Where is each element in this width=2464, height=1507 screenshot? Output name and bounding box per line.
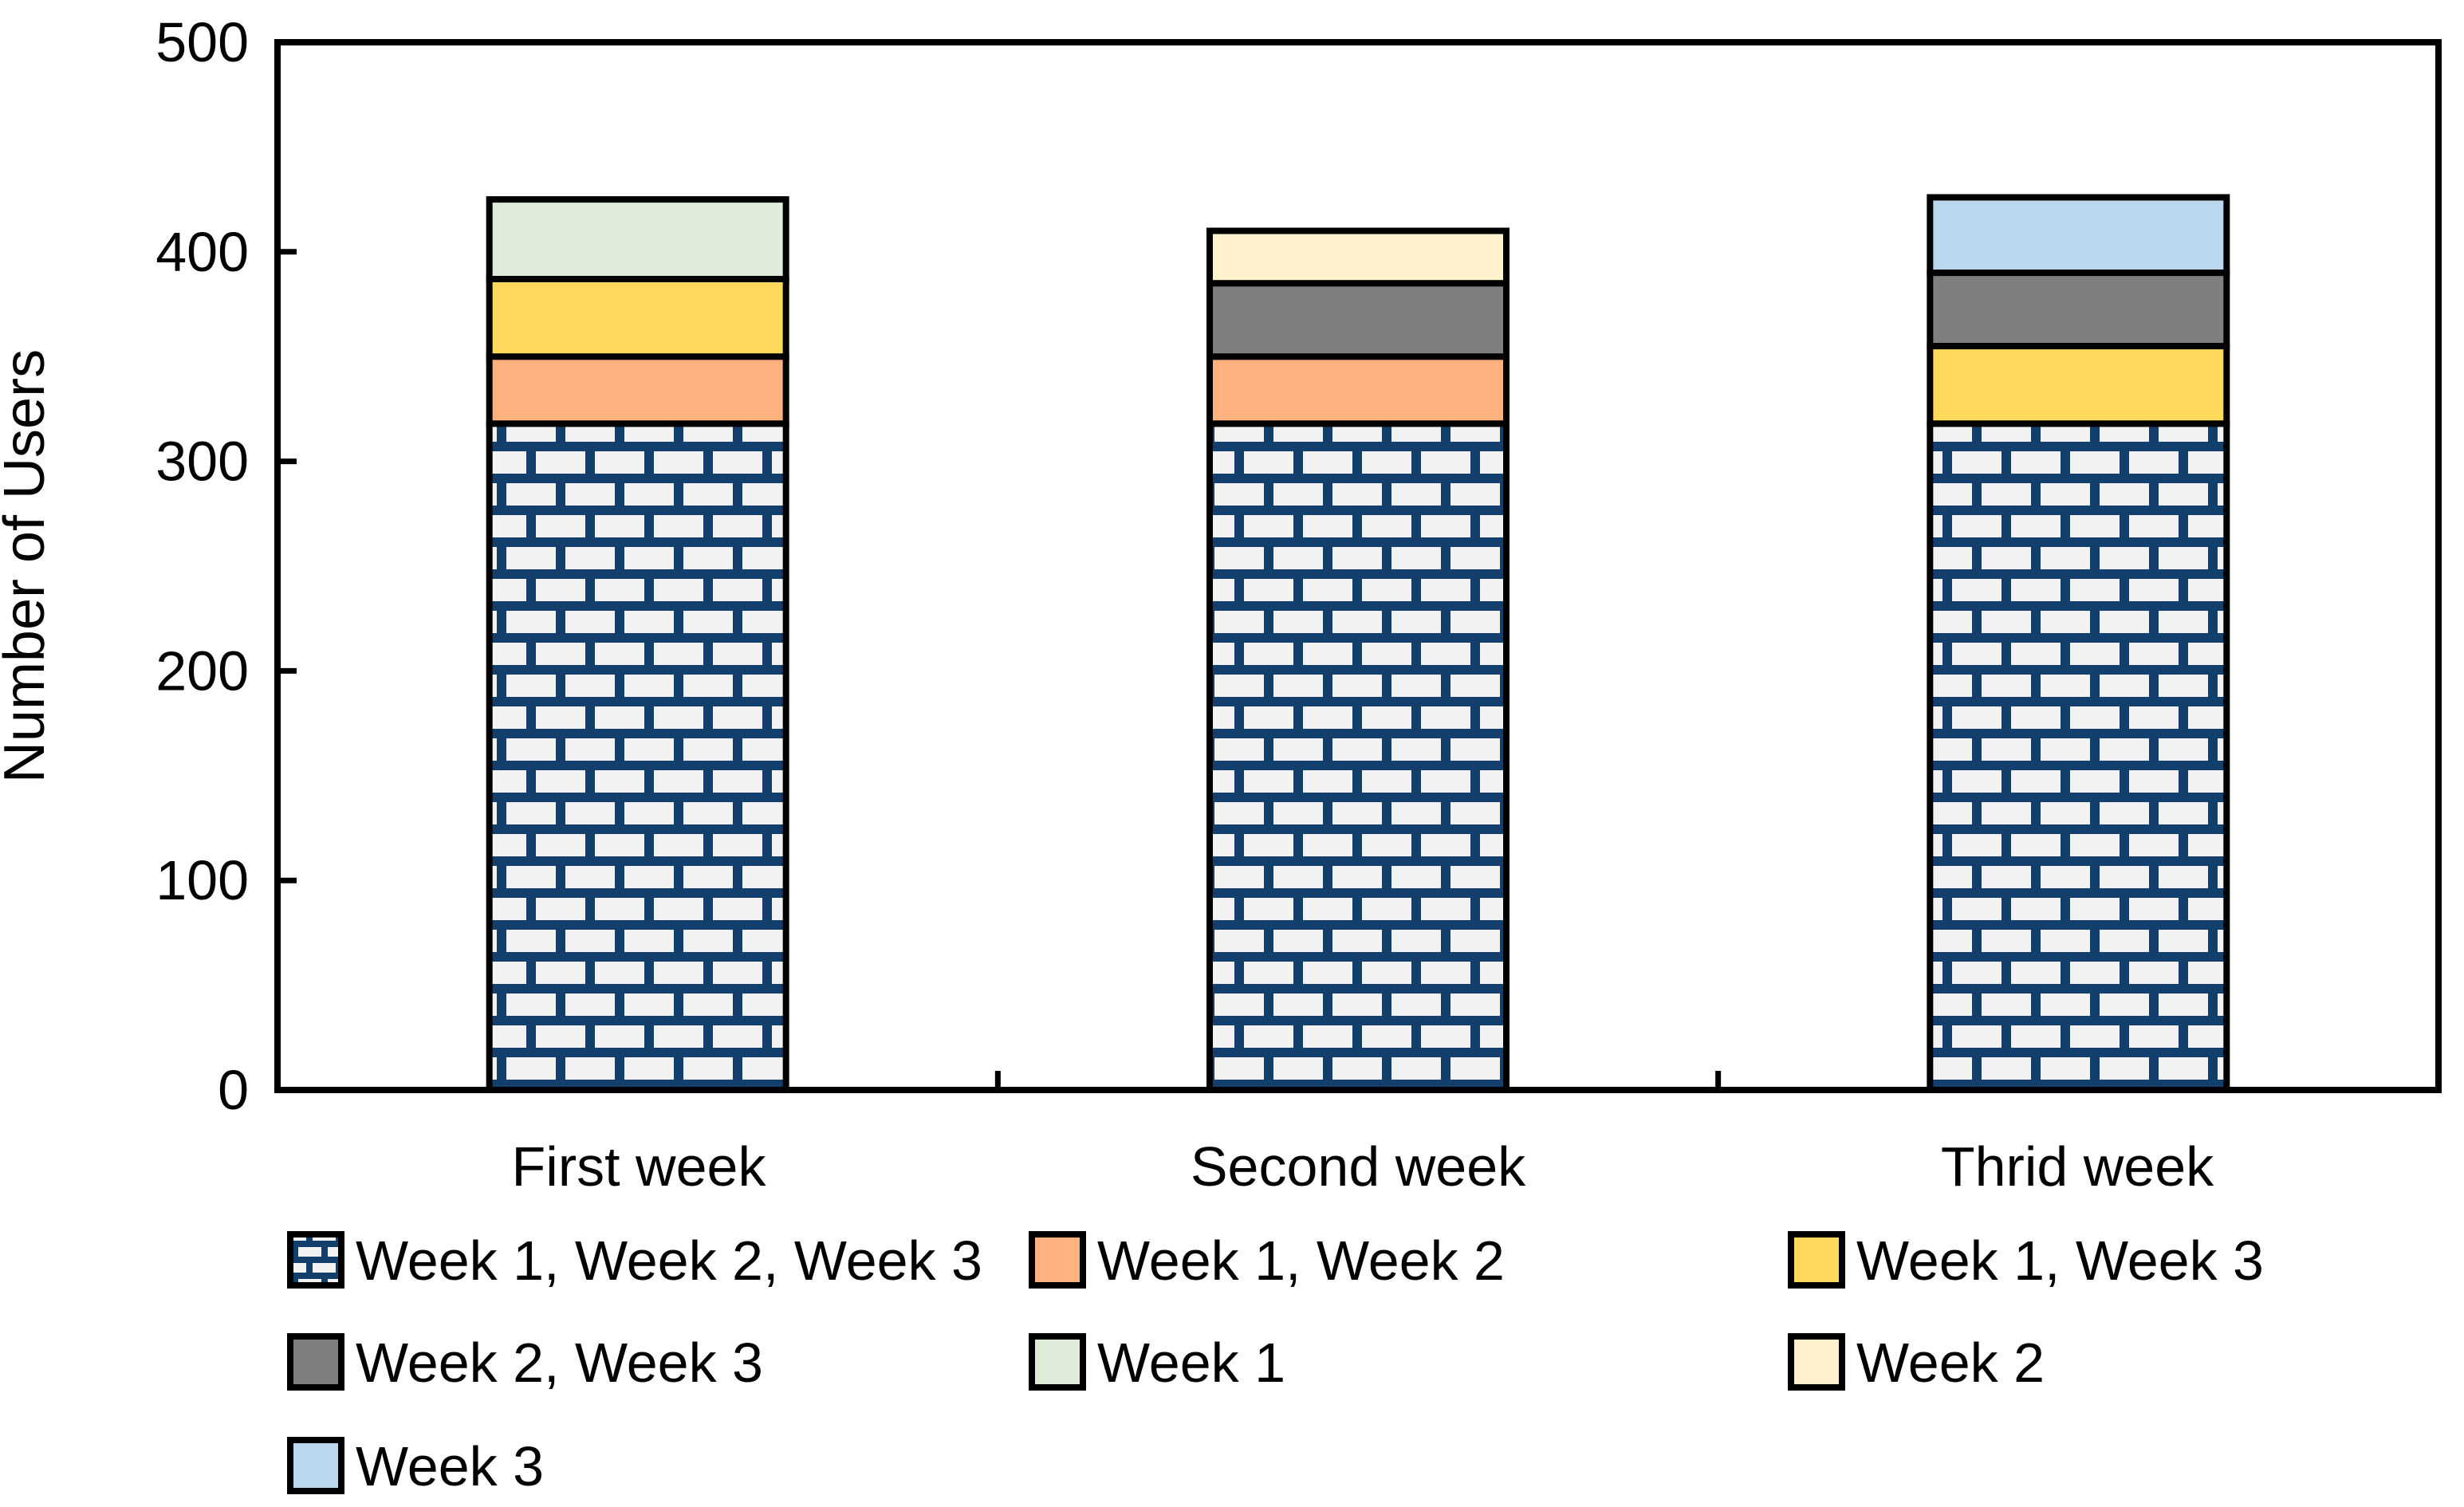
legend-label-week-1-week-2: Week 1, Week 2	[1097, 1230, 1505, 1292]
legend-item-week-1-week-3: Week 1, Week 3	[1788, 1230, 2264, 1292]
legend-swatch-week-2-week-3	[287, 1333, 344, 1391]
plot-area: 0 100 200 300 400 500 Week 1, Week 2, Week 3 We…	[155, 11, 2264, 1497]
plot-border	[274, 39, 2442, 1093]
legend-swatch-week-3	[287, 1437, 344, 1494]
legend-swatch-week-1	[1029, 1333, 1086, 1391]
bar-segment-thrid-week--week-2-week-3	[1927, 270, 2230, 350]
legend-label-week-2-week-3: Week 2, Week 3	[356, 1332, 763, 1394]
bar-segment-second-week--week-2	[1206, 227, 1509, 287]
bar-segment-thrid-week--week-1-week-2-week-3	[1927, 420, 2230, 1093]
x-category-label-second-week: Second week	[1191, 1135, 1526, 1198]
legend-item-week-1-week-2-week-3: Week 1, Week 2, Week 3	[287, 1230, 982, 1292]
x-category-label-first-week: First week	[512, 1135, 767, 1198]
legend-swatch-week-2	[1788, 1333, 1845, 1391]
legend-label-week-3: Week 3	[356, 1435, 544, 1497]
legend-swatch-week-1-week-3	[1788, 1231, 1845, 1289]
bar-segment-thrid-week--week-1-week-3	[1927, 343, 2230, 427]
y-tick-label-200: 200	[155, 639, 249, 702]
bar-segment-first-week--week-1-week-3	[486, 275, 789, 360]
y-tick-label-300: 300	[155, 431, 249, 493]
legend-item-week-1: Week 1	[1029, 1332, 1285, 1394]
y-tick-label-500: 500	[155, 11, 249, 73]
y-tick-label-400: 400	[155, 221, 249, 283]
bar-segment-second-week--week-1-week-2-week-3	[1206, 420, 1509, 1093]
legend-swatch-week-1-week-2-week-3	[287, 1231, 344, 1289]
bar-segment-second-week--week-1-week-2	[1206, 353, 1509, 427]
legend-swatch-week-1-week-2	[1029, 1231, 1086, 1289]
legend-item-week-2: Week 2	[1788, 1332, 2045, 1394]
legend-item-week-2-week-3: Week 2, Week 3	[287, 1332, 763, 1394]
y-axis-title: Number of Users	[0, 349, 57, 783]
legend-label-week-2: Week 2	[1856, 1332, 2045, 1394]
legend-item-week-1-week-2: Week 1, Week 2	[1029, 1230, 1505, 1292]
bar-segment-first-week--week-1	[486, 196, 789, 282]
bar-segment-thrid-week--week-3	[1927, 194, 2230, 277]
x-category-label-thrid-week: Thrid week	[1941, 1135, 2214, 1198]
legend-label-week-1-week-3: Week 1, Week 3	[1856, 1230, 2264, 1292]
bar-segment-first-week--week-1-week-2-week-3	[486, 420, 789, 1093]
y-tick-label-0: 0	[218, 1059, 249, 1121]
legend-label-week-1-week-2-week-3: Week 1, Week 2, Week 3	[356, 1230, 982, 1292]
bar-segment-second-week--week-2-week-3	[1206, 280, 1509, 360]
bar-segment-first-week--week-1-week-2	[486, 353, 789, 427]
legend-label-week-1: Week 1	[1097, 1332, 1285, 1394]
y-tick-label-100: 100	[155, 849, 249, 911]
legend-item-week-3: Week 3	[287, 1435, 544, 1497]
